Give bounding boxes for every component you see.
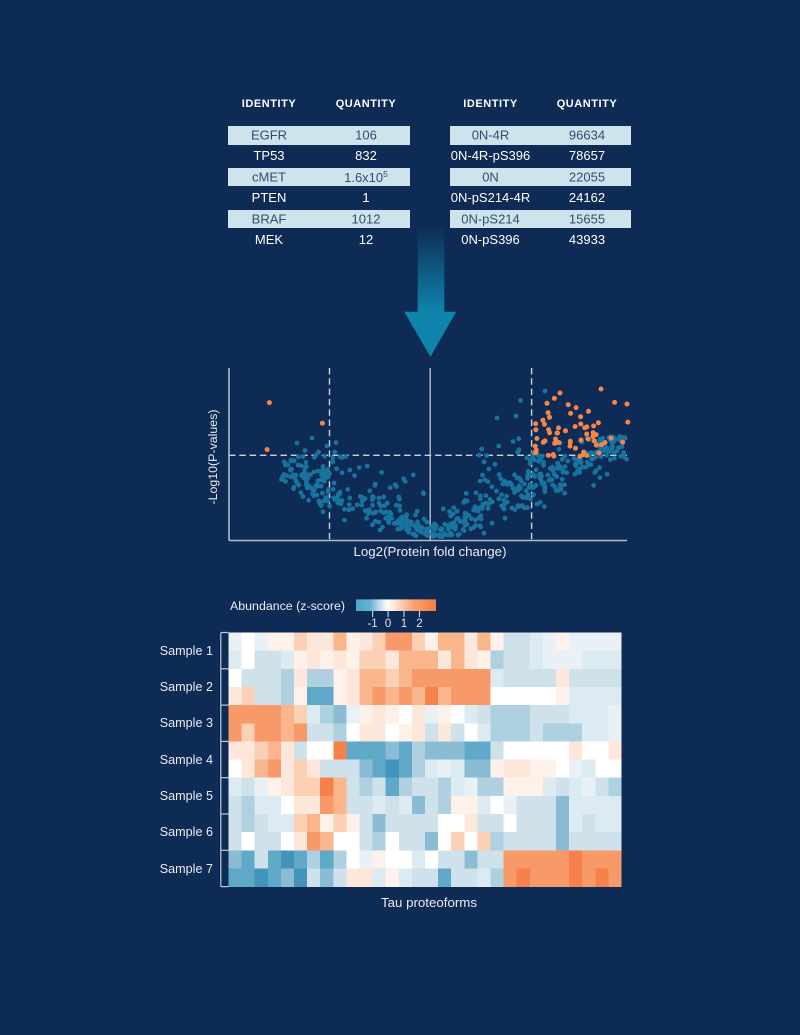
svg-text:2: 2 <box>416 618 422 630</box>
svg-text:-1: -1 <box>367 618 377 630</box>
svg-text:1: 1 <box>401 618 407 630</box>
svg-text:0: 0 <box>385 618 391 630</box>
